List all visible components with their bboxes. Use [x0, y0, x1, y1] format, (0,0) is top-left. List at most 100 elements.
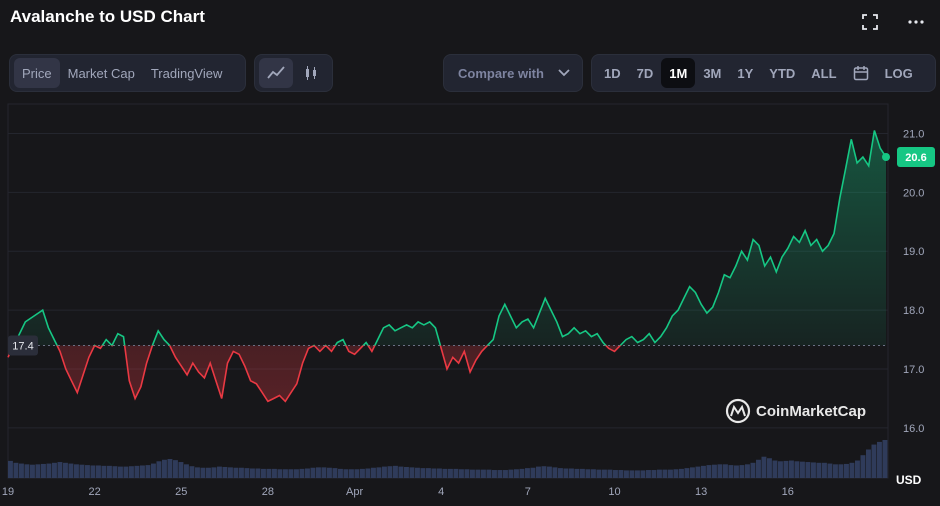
volume-bar: [376, 467, 382, 478]
chart-view-tabs: Price Market Cap TradingView: [9, 54, 246, 92]
x-tick-label: 25: [175, 486, 187, 498]
tab-price[interactable]: Price: [14, 58, 60, 88]
volume-bar: [470, 469, 475, 478]
volume-bar: [404, 466, 409, 478]
volume-bar: [563, 468, 569, 478]
x-tick-label: 16: [782, 486, 794, 498]
volume-bar: [662, 469, 668, 478]
volume-bar: [772, 460, 778, 478]
volume-bar: [723, 464, 728, 478]
volume-bar: [596, 469, 602, 478]
volume-bar: [255, 468, 261, 478]
volume-bar: [635, 470, 640, 478]
range-all[interactable]: ALL: [811, 65, 837, 81]
volume-bar: [805, 462, 811, 478]
volume-bar: [558, 468, 563, 478]
tab-market-cap[interactable]: Market Cap: [67, 65, 135, 81]
volume-bar: [442, 468, 448, 478]
y-tick-label: 16.0: [903, 423, 924, 435]
volume-bar: [640, 470, 646, 478]
volume-bar: [486, 469, 492, 478]
volume-bar: [178, 462, 184, 478]
volume-bar: [63, 462, 68, 478]
volume-bar: [668, 469, 673, 478]
volume-bar: [585, 469, 591, 478]
volume-bar: [745, 464, 750, 478]
volume-bar: [299, 468, 305, 478]
watermark-text: CoinMarketCap: [756, 403, 866, 420]
more-icon[interactable]: [906, 12, 926, 32]
line-chart-button[interactable]: [259, 58, 293, 88]
volume-bar: [228, 467, 233, 478]
chart-type-toggle: [254, 54, 333, 92]
volume-bar: [712, 464, 717, 478]
volume-bar: [371, 467, 376, 478]
y-tick-label: 21.0: [903, 128, 924, 140]
fullscreen-icon[interactable]: [860, 12, 880, 32]
volume-bar: [244, 468, 250, 478]
volume-bar: [393, 465, 398, 478]
volume-bar: [822, 462, 827, 478]
range-1m[interactable]: 1M: [661, 58, 696, 88]
volume-bar: [580, 468, 585, 478]
volume-bar: [107, 465, 112, 478]
x-tick-label: 4: [438, 486, 444, 498]
volume-bar: [426, 468, 431, 478]
x-tick-label: 7: [525, 486, 531, 498]
volume-bar: [151, 463, 156, 478]
volume-bar: [365, 468, 371, 478]
price-line-down: [7, 345, 622, 403]
volume-bar: [46, 463, 52, 478]
tab-tradingview[interactable]: TradingView: [150, 65, 223, 81]
volume-bar: [871, 444, 877, 478]
volume-bar: [332, 468, 338, 478]
range-1y[interactable]: 1Y: [737, 65, 754, 81]
volume-bar: [756, 459, 761, 478]
volume-bar: [827, 463, 833, 478]
volume-bar: [657, 469, 662, 478]
volume-bar: [794, 461, 800, 478]
volume-bar: [866, 449, 871, 478]
volume-bar: [261, 468, 266, 478]
volume-bar: [739, 465, 745, 478]
volume-bar: [514, 469, 519, 478]
volume-bar: [684, 468, 690, 478]
y-tick-label: 17.0: [903, 364, 924, 376]
volume-bar: [310, 467, 316, 478]
range-ytd[interactable]: YTD: [769, 65, 796, 81]
volume-bar: [525, 468, 530, 478]
line-chart-icon: [267, 66, 285, 79]
volume-bar: [530, 467, 536, 478]
volume-bar: [145, 465, 151, 478]
range-3m[interactable]: 3M: [703, 65, 722, 81]
volume-bar: [101, 465, 107, 478]
volume-bar: [68, 463, 74, 478]
range-7d[interactable]: 7D: [636, 65, 654, 81]
volume-bar: [140, 465, 145, 478]
volume-bar: [607, 469, 613, 478]
volume-bar: [574, 468, 580, 478]
volume-bar: [222, 466, 228, 478]
volume-bar: [8, 460, 13, 478]
volume-bar: [717, 464, 723, 478]
volume-bar: [167, 459, 173, 478]
volume-bar: [24, 464, 30, 478]
x-tick-label: 22: [89, 486, 101, 498]
compare-with-dropdown[interactable]: Compare with: [443, 54, 583, 92]
x-tick-label: Apr: [346, 486, 363, 498]
volume-bar: [206, 467, 211, 478]
volume-bar: [651, 470, 657, 478]
volume-bar: [437, 468, 442, 478]
volume-bar: [492, 470, 497, 478]
volume-bar: [338, 468, 343, 478]
range-1d[interactable]: 1D: [604, 65, 621, 81]
volume-bar: [354, 469, 360, 478]
volume-bar: [321, 467, 327, 478]
log-scale-toggle[interactable]: LOG: [884, 65, 913, 81]
volume-bar: [849, 462, 855, 478]
calendar-button[interactable]: [845, 58, 877, 88]
volume-bar: [569, 468, 574, 478]
current-price-badge: [897, 147, 935, 168]
volume-bar: [217, 466, 222, 478]
candlestick-button[interactable]: [295, 58, 329, 88]
